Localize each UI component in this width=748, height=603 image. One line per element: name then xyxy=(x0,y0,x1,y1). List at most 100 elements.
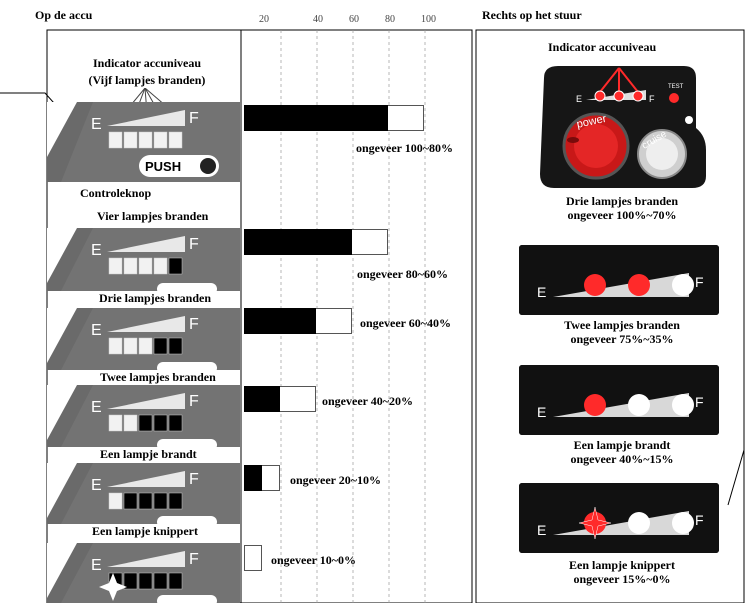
indicator-title-line2: (Vijf lampjes branden) xyxy=(88,73,206,87)
battery-segment xyxy=(123,337,138,355)
blink-star-icon xyxy=(99,573,127,601)
bar-outline xyxy=(244,545,262,571)
battery-segment xyxy=(138,337,153,355)
row-label: Vier lampjes branden xyxy=(97,209,209,223)
caption-line: Drie lampjes branden xyxy=(566,194,678,208)
battery-segment xyxy=(138,131,153,149)
indicator-lamp xyxy=(672,512,694,534)
row-label: Een lampje brandt xyxy=(100,447,197,461)
battery-segment xyxy=(138,257,153,275)
battery-panel: E F xyxy=(47,385,240,447)
percent-label: ongeveer 10~0% xyxy=(271,553,357,567)
percent-label: ongeveer 20~10% xyxy=(290,473,382,487)
indicator-lamp xyxy=(628,512,650,534)
right-caption: Een lampje knippert ongeveer 15%~0% xyxy=(492,558,748,586)
blink-star-icon xyxy=(578,506,612,540)
battery-segment xyxy=(123,257,138,275)
handlebar-control-unit: E F TEST power cruise xyxy=(540,66,706,188)
handlebar-indicator-panel: E F xyxy=(519,365,719,435)
svg-text:E: E xyxy=(537,284,546,300)
device-test-label: TEST xyxy=(668,84,684,90)
right-caption: Twee lampjes branden ongeveer 75%~35% xyxy=(492,318,748,346)
battery-segment xyxy=(108,492,123,510)
battery-segment xyxy=(168,131,183,149)
battery-segment xyxy=(138,572,153,590)
svg-text:F: F xyxy=(695,512,704,528)
battery-segment xyxy=(153,337,168,355)
caption-line: ongeveer 75%~35% xyxy=(570,332,674,346)
tick-label: 80 xyxy=(385,14,395,25)
battery-segment xyxy=(168,492,183,510)
indicator-lamp xyxy=(628,274,650,296)
push-label: PUSH xyxy=(145,159,181,174)
battery-panel: E F xyxy=(47,228,240,291)
panel-e-letter: E xyxy=(91,557,102,574)
device-f-letter: F xyxy=(649,94,655,104)
caption-line: Een lampje knippert xyxy=(568,558,675,572)
battery-segment xyxy=(168,337,183,355)
battery-segment xyxy=(153,492,168,510)
caption-line: ongeveer 15%~0% xyxy=(573,572,671,586)
battery-segment xyxy=(153,572,168,590)
battery-segment xyxy=(153,257,168,275)
bar-fill xyxy=(244,308,316,334)
device-e-letter: E xyxy=(576,94,582,104)
panel-f-letter: F xyxy=(189,236,199,253)
tick-label: 100 xyxy=(421,14,436,25)
svg-text:F: F xyxy=(695,274,704,290)
caption-line: ongeveer 100%~70% xyxy=(567,208,677,222)
battery-segment xyxy=(123,414,138,432)
panel-f-letter: F xyxy=(189,316,199,333)
battery-panel: E F PUSH xyxy=(47,102,240,182)
caption-line: ongeveer 40%~15% xyxy=(570,452,674,466)
handlebar-indicator-panel: E F xyxy=(519,245,719,315)
battery-segment xyxy=(108,131,123,149)
battery-segment xyxy=(138,414,153,432)
panel-e-letter: E xyxy=(91,322,102,339)
bar-fill xyxy=(244,229,352,255)
panel-e-letter: E xyxy=(91,399,102,416)
panel-f-letter: F xyxy=(189,471,199,488)
indicator-title-left: Indicator accuniveau (Vijf lampjes brand… xyxy=(62,55,232,89)
row-label: Twee lampjes branden xyxy=(100,370,216,384)
battery-segment xyxy=(123,572,138,590)
battery-segment xyxy=(138,492,153,510)
control-button-label: Controleknop xyxy=(80,186,152,200)
percent-label: ongeveer 60~40% xyxy=(360,316,452,330)
indicator-lamp xyxy=(672,274,694,296)
panel-e-letter: E xyxy=(91,242,102,259)
indicator-title-line1: Indicator accuniveau xyxy=(92,56,202,70)
battery-segment xyxy=(123,131,138,149)
bar-fill xyxy=(244,465,262,491)
battery-segment xyxy=(108,337,123,355)
tick-label: 40 xyxy=(313,14,323,25)
left-header: Op de accu xyxy=(35,8,93,22)
handlebar-indicator-panel: E F xyxy=(519,483,719,553)
indicator-lamp xyxy=(628,394,650,416)
svg-text:F: F xyxy=(695,394,704,410)
svg-text:E: E xyxy=(537,404,546,420)
panel-e-letter: E xyxy=(91,116,102,133)
row-label: Drie lampjes branden xyxy=(99,291,211,305)
panel-e-letter: E xyxy=(91,477,102,494)
svg-text:E: E xyxy=(537,522,546,538)
battery-segment xyxy=(168,414,183,432)
caption-line: Een lampje brandt xyxy=(573,438,671,452)
percent-label: ongeveer 80~60% xyxy=(357,267,449,281)
bar-fill xyxy=(244,105,388,131)
right-caption: Drie lampjes branden ongeveer 100%~70% xyxy=(492,194,748,222)
battery-segment xyxy=(168,572,183,590)
indicator-lamp xyxy=(584,274,606,296)
battery-segment xyxy=(168,257,183,275)
tick-label: 20 xyxy=(259,14,269,25)
battery-segment xyxy=(123,492,138,510)
panel-f-letter: F xyxy=(189,393,199,410)
caption-line: Twee lampjes branden xyxy=(564,318,680,332)
panel-f-letter: F xyxy=(189,110,199,127)
percent-label: ongeveer 40~20% xyxy=(322,394,414,408)
panel-f-letter: F xyxy=(189,551,199,568)
right-header: Rechts op het stuur xyxy=(482,8,582,22)
bar-fill xyxy=(244,386,280,412)
percent-label: ongeveer 100~80% xyxy=(356,141,454,155)
indicator-lamp xyxy=(672,394,694,416)
